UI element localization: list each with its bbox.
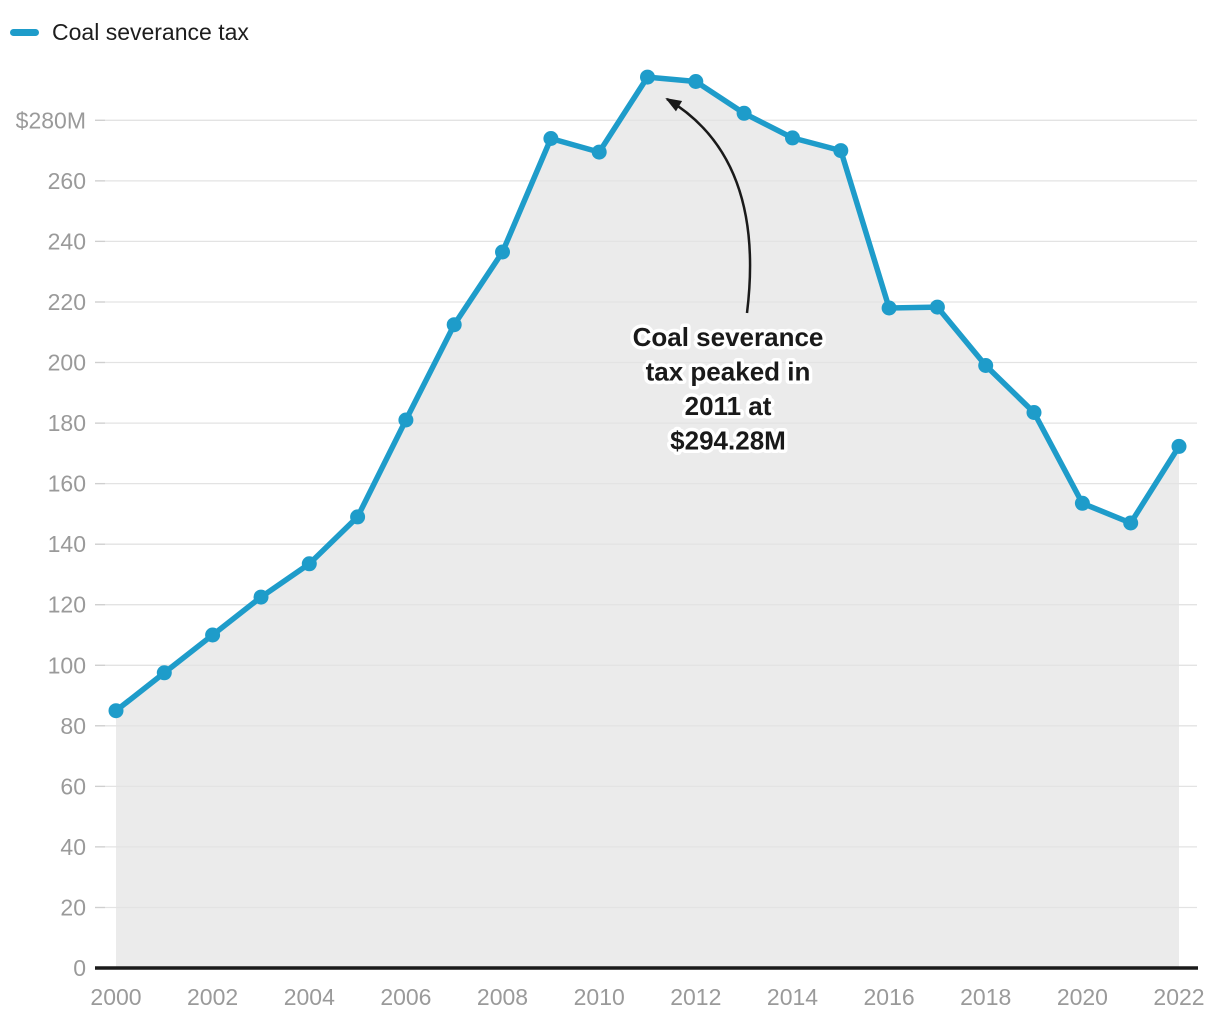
data-point-2019[interactable] [1026, 405, 1042, 420]
data-point-2002[interactable] [205, 627, 221, 643]
data-point-2006[interactable] [398, 412, 414, 428]
data-point-2000[interactable] [108, 703, 124, 719]
data-point-2013[interactable] [736, 105, 752, 121]
annotation-text-line-3: 2011 at [685, 391, 772, 421]
area-fill-layer [116, 77, 1179, 969]
legend-label: Coal severance tax [52, 19, 249, 45]
annotation-text-line-2: tax peaked in [646, 357, 811, 387]
y-tick-label-120: 120 [48, 592, 86, 618]
data-point-2015[interactable] [833, 143, 849, 159]
gridline-layer [95, 119, 1197, 909]
axis-label-layer: 0 20 40 60 80 100 120 140 160 180 200 220 240 260 $280… [16, 107, 1205, 1010]
y-tick-label-200: 200 [48, 350, 86, 376]
series-area-fill [116, 77, 1179, 969]
data-point-2009[interactable] [543, 131, 559, 146]
data-point-2012[interactable] [688, 74, 704, 89]
x-tick-label-2016: 2016 [864, 984, 915, 1010]
y-tick-label-140: 140 [48, 531, 86, 557]
x-tick-label-2004: 2004 [284, 984, 335, 1010]
data-point-2022[interactable] [1171, 438, 1187, 454]
x-tick-label-2018: 2018 [960, 984, 1011, 1010]
y-tick-label-180: 180 [48, 410, 86, 436]
annotation-text-line-1: Coal severance [633, 322, 824, 352]
annotation-arrow [665, 97, 752, 314]
y-tick-label-100: 100 [48, 652, 86, 678]
x-tick-label-2006: 2006 [380, 984, 431, 1010]
x-tick-label-2008: 2008 [477, 984, 528, 1010]
data-point-2014[interactable] [785, 130, 800, 146]
data-point-2020[interactable] [1074, 495, 1090, 511]
data-point-2001[interactable] [156, 665, 172, 681]
legend: Coal severance tax [10, 21, 249, 44]
x-tick-label-2010: 2010 [574, 984, 625, 1010]
legend-line-swatch [10, 29, 39, 36]
annotation-layer: Coal severance tax peaked in 2011 at $294.2… [629, 97, 827, 459]
annotation-text-line-4: $294.28M [670, 426, 786, 456]
data-point-2011[interactable] [640, 69, 655, 85]
y-tick-label-160: 160 [48, 471, 86, 497]
data-point-2008[interactable] [495, 244, 510, 260]
data-point-2021[interactable] [1123, 515, 1139, 531]
y-tick-label-60: 60 [60, 773, 86, 799]
series-layer [108, 69, 1187, 719]
y-tick-label-40: 40 [60, 834, 86, 860]
data-point-2017[interactable] [929, 299, 945, 315]
y-tick-label-240: 240 [48, 228, 86, 254]
data-point-2010[interactable] [591, 144, 607, 160]
x-tick-label-2012: 2012 [670, 984, 721, 1010]
data-point-2005[interactable] [350, 509, 366, 525]
data-point-2018[interactable] [978, 358, 994, 373]
data-point-2007[interactable] [446, 317, 462, 333]
x-tick-label-2022: 2022 [1153, 984, 1204, 1010]
x-tick-label-2014: 2014 [767, 984, 818, 1010]
x-tick-label-2000: 2000 [90, 984, 141, 1010]
data-point-2016[interactable] [881, 300, 897, 316]
data-point-2003[interactable] [253, 589, 269, 605]
data-point-2004[interactable] [301, 556, 317, 572]
y-tick-label-80: 80 [60, 713, 86, 739]
x-tick-label-2002: 2002 [187, 984, 238, 1010]
y-tick-label-20: 20 [60, 895, 86, 921]
y-tick-label-0: 0 [73, 955, 86, 981]
y-tick-label-260: 260 [48, 168, 86, 194]
y-tick-label-220: 220 [48, 289, 86, 315]
x-tick-label-2020: 2020 [1057, 984, 1108, 1010]
y-tick-label-280: $280M [16, 107, 86, 133]
